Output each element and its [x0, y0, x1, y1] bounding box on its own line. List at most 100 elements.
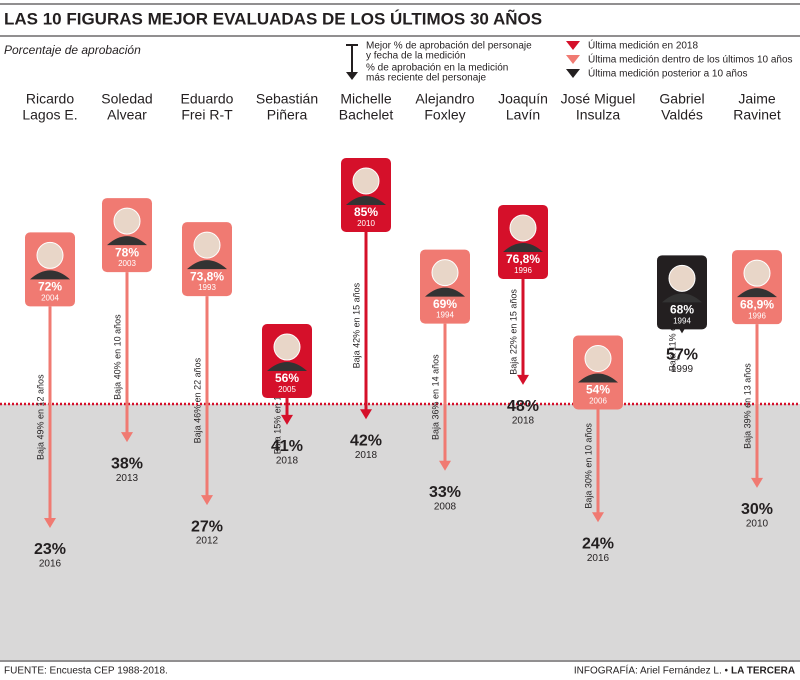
background-band [0, 404, 800, 660]
last-label: 33% [429, 484, 461, 501]
name-label: Sebastián [256, 91, 318, 107]
best-year: 1996 [514, 266, 532, 275]
photo-body [425, 287, 465, 297]
photo-body [578, 373, 618, 383]
last-year: 2016 [587, 553, 610, 564]
photo-head [352, 167, 380, 195]
last-label: 27% [191, 518, 223, 535]
last-year: 2018 [512, 415, 535, 426]
legend-arrow-text: Mejor % de aprobación del personaje [366, 41, 532, 52]
photo-body [346, 196, 386, 205]
name-label: Alejandro [415, 91, 474, 107]
drop-arrow-head [201, 495, 213, 506]
best-label: 73,8% [190, 269, 224, 283]
best-year: 1994 [673, 316, 691, 325]
source: FUENTE: Encuesta CEP 1988-2018. [4, 666, 168, 677]
last-label: 57% [666, 347, 698, 364]
legend-arrow-text: y fecha de la medición [366, 51, 466, 62]
drop-label: Baja 22% en 15 años [508, 289, 518, 375]
name-label: Soledad [101, 91, 152, 107]
photo-head [193, 231, 221, 259]
photo-head [273, 333, 301, 361]
drop-label: Baja 42% en 15 años [351, 282, 361, 368]
name-label: Ravinet [733, 107, 781, 123]
photo-body [503, 242, 543, 252]
drop-label: Baja 40% en 10 años [112, 314, 122, 400]
best-year: 1993 [198, 283, 216, 292]
best-label: 76,8% [506, 252, 540, 266]
best-label: 56% [275, 371, 299, 385]
last-year: 2010 [746, 519, 769, 530]
last-label: 41% [271, 438, 303, 455]
best-year: 2006 [589, 397, 607, 406]
best-year: 2003 [118, 259, 136, 268]
best-label: 78% [115, 245, 139, 259]
photo-head [113, 207, 141, 235]
best-year: 2004 [41, 294, 59, 303]
photo-body [107, 236, 147, 246]
last-year: 2018 [276, 456, 299, 467]
last-label: 30% [741, 501, 773, 518]
best-year: 1994 [436, 311, 454, 320]
last-year: 2008 [434, 501, 457, 512]
legend-label: Última medición posterior a 10 años [588, 67, 748, 80]
last-year: 2013 [116, 473, 139, 484]
photo-head [509, 214, 537, 242]
name-label: Lagos E. [22, 107, 77, 123]
drop-arrow-head [121, 432, 133, 443]
legend-arrow-text: % de aprobación en la medición [366, 63, 508, 74]
best-year: 1996 [748, 311, 766, 320]
name-label: Michelle [340, 91, 392, 107]
last-year: 2016 [39, 559, 62, 570]
photo-body [267, 362, 307, 372]
photo-head [668, 264, 696, 292]
drop-label: Baja 46% en 22 años [192, 357, 202, 443]
photo-head [431, 259, 459, 287]
subtitle: Porcentaje de aprobación [4, 43, 141, 57]
drop-arrow-head [592, 512, 604, 523]
last-year: 2012 [196, 536, 219, 547]
drop-label: Baja 39% en 13 años [742, 363, 752, 449]
drop-arrow-head [281, 414, 293, 425]
photo-head [743, 259, 771, 287]
name-label: Frei R-T [181, 107, 233, 123]
drop-label: Baja 36% en 14 años [430, 354, 440, 440]
legend-arrow-text: más reciente del personaje [366, 73, 487, 84]
photo-body [662, 293, 702, 303]
name-label: Eduardo [181, 91, 234, 107]
last-label: 23% [34, 541, 66, 558]
last-label: 42% [350, 432, 382, 449]
best-label: 54% [586, 383, 610, 397]
name-label: José Miguel [561, 91, 636, 107]
drop-arrow-head [44, 518, 56, 528]
best-label: 68,9% [740, 297, 774, 311]
best-year: 2005 [278, 385, 296, 394]
last-label: 38% [111, 455, 143, 472]
name-label: Foxley [424, 107, 465, 123]
best-year: 2010 [357, 219, 375, 228]
last-year: 1999 [671, 364, 694, 375]
photo-head [584, 345, 612, 372]
drop-label: Baja 49% en 12 años [35, 374, 45, 460]
name-label: Insulza [576, 107, 621, 123]
name-label: Piñera [267, 107, 308, 123]
name-label: Joaquín [498, 91, 548, 107]
last-label: 48% [507, 398, 539, 415]
drop-arrow-head [751, 477, 763, 488]
legend-swatch [566, 55, 580, 64]
drop-arrow-head [517, 374, 529, 385]
name-label: Lavín [506, 107, 540, 123]
name-label: Jaime [738, 91, 776, 107]
photo-head [36, 241, 64, 269]
legend-label: Última medición en 2018 [588, 39, 698, 52]
chart-title: LAS 10 FIGURAS MEJOR EVALUADAS DE LOS ÚL… [4, 8, 542, 28]
credit: INFOGRAFÍA: Ariel Fernández L. • [574, 664, 729, 677]
name-label: Ricardo [26, 91, 74, 107]
last-year: 2018 [355, 450, 378, 461]
drop-arrow-head [439, 460, 451, 471]
drop-label: Baja 15% en 13 años [272, 368, 282, 454]
legend-swatch [566, 69, 580, 78]
name-label: Valdés [661, 107, 703, 123]
photo-body [737, 288, 777, 298]
